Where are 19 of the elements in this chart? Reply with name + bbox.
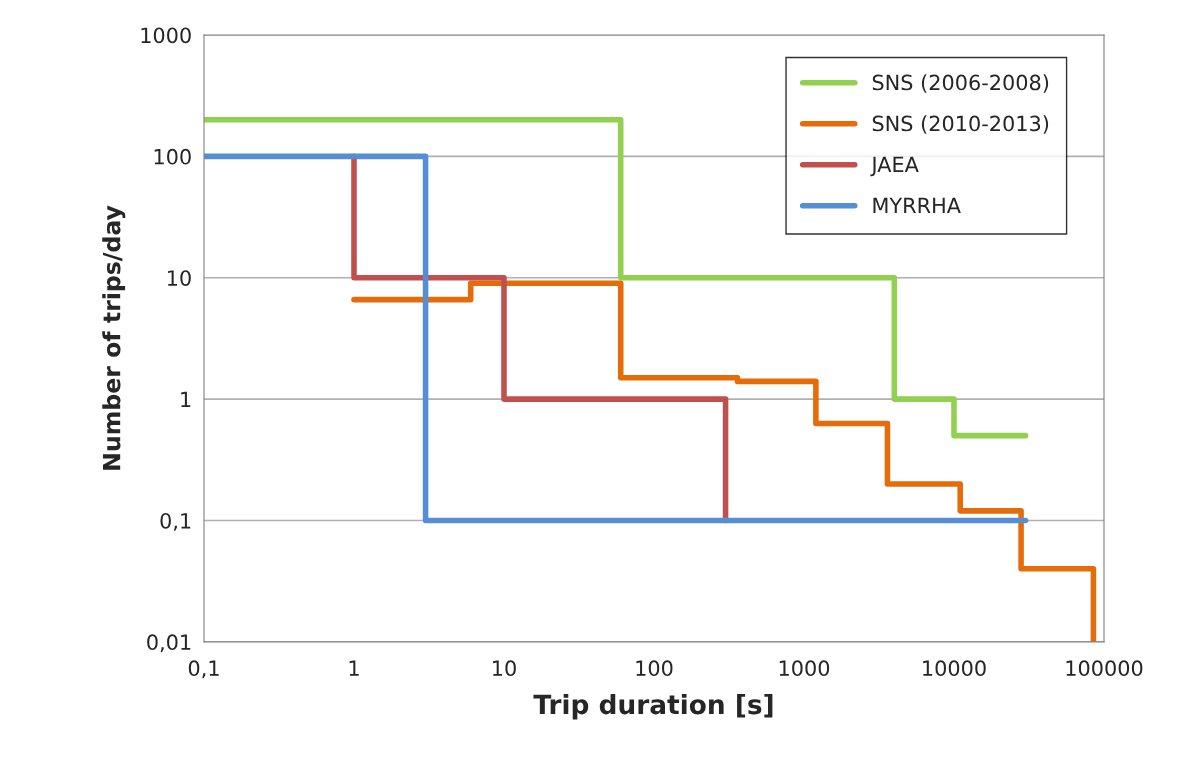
legend-label: SNS (2006-2008) [872,74,1049,93]
y-tick-label: 1 [181,391,191,408]
y-tick-label: 0,1 [160,512,191,531]
y-tick-label: 100 [154,148,191,165]
x-tick-label: 10000 [923,660,986,677]
x-tick-label: 10 [493,660,516,677]
y-axis-title: Number of trips/day [102,205,126,470]
x-tick-label: 100000 [1066,660,1143,677]
x-tick-label: 0,1 [188,660,219,679]
x-tick-label: 100 [636,660,673,677]
x-tick-label: 1000 [779,660,830,677]
x-axis-title: Trip duration [s] [533,693,773,720]
y-tick-label: 0,01 [147,634,191,653]
y-tick-label: 10 [167,270,191,286]
legend-label: JAEA [870,156,919,177]
y-tick-label: 1000 [141,27,191,44]
legend-label: MYRRHA [873,197,961,214]
x-tick-label: 1 [349,660,359,676]
legend-label: SNS (2010-2013) [872,115,1049,134]
